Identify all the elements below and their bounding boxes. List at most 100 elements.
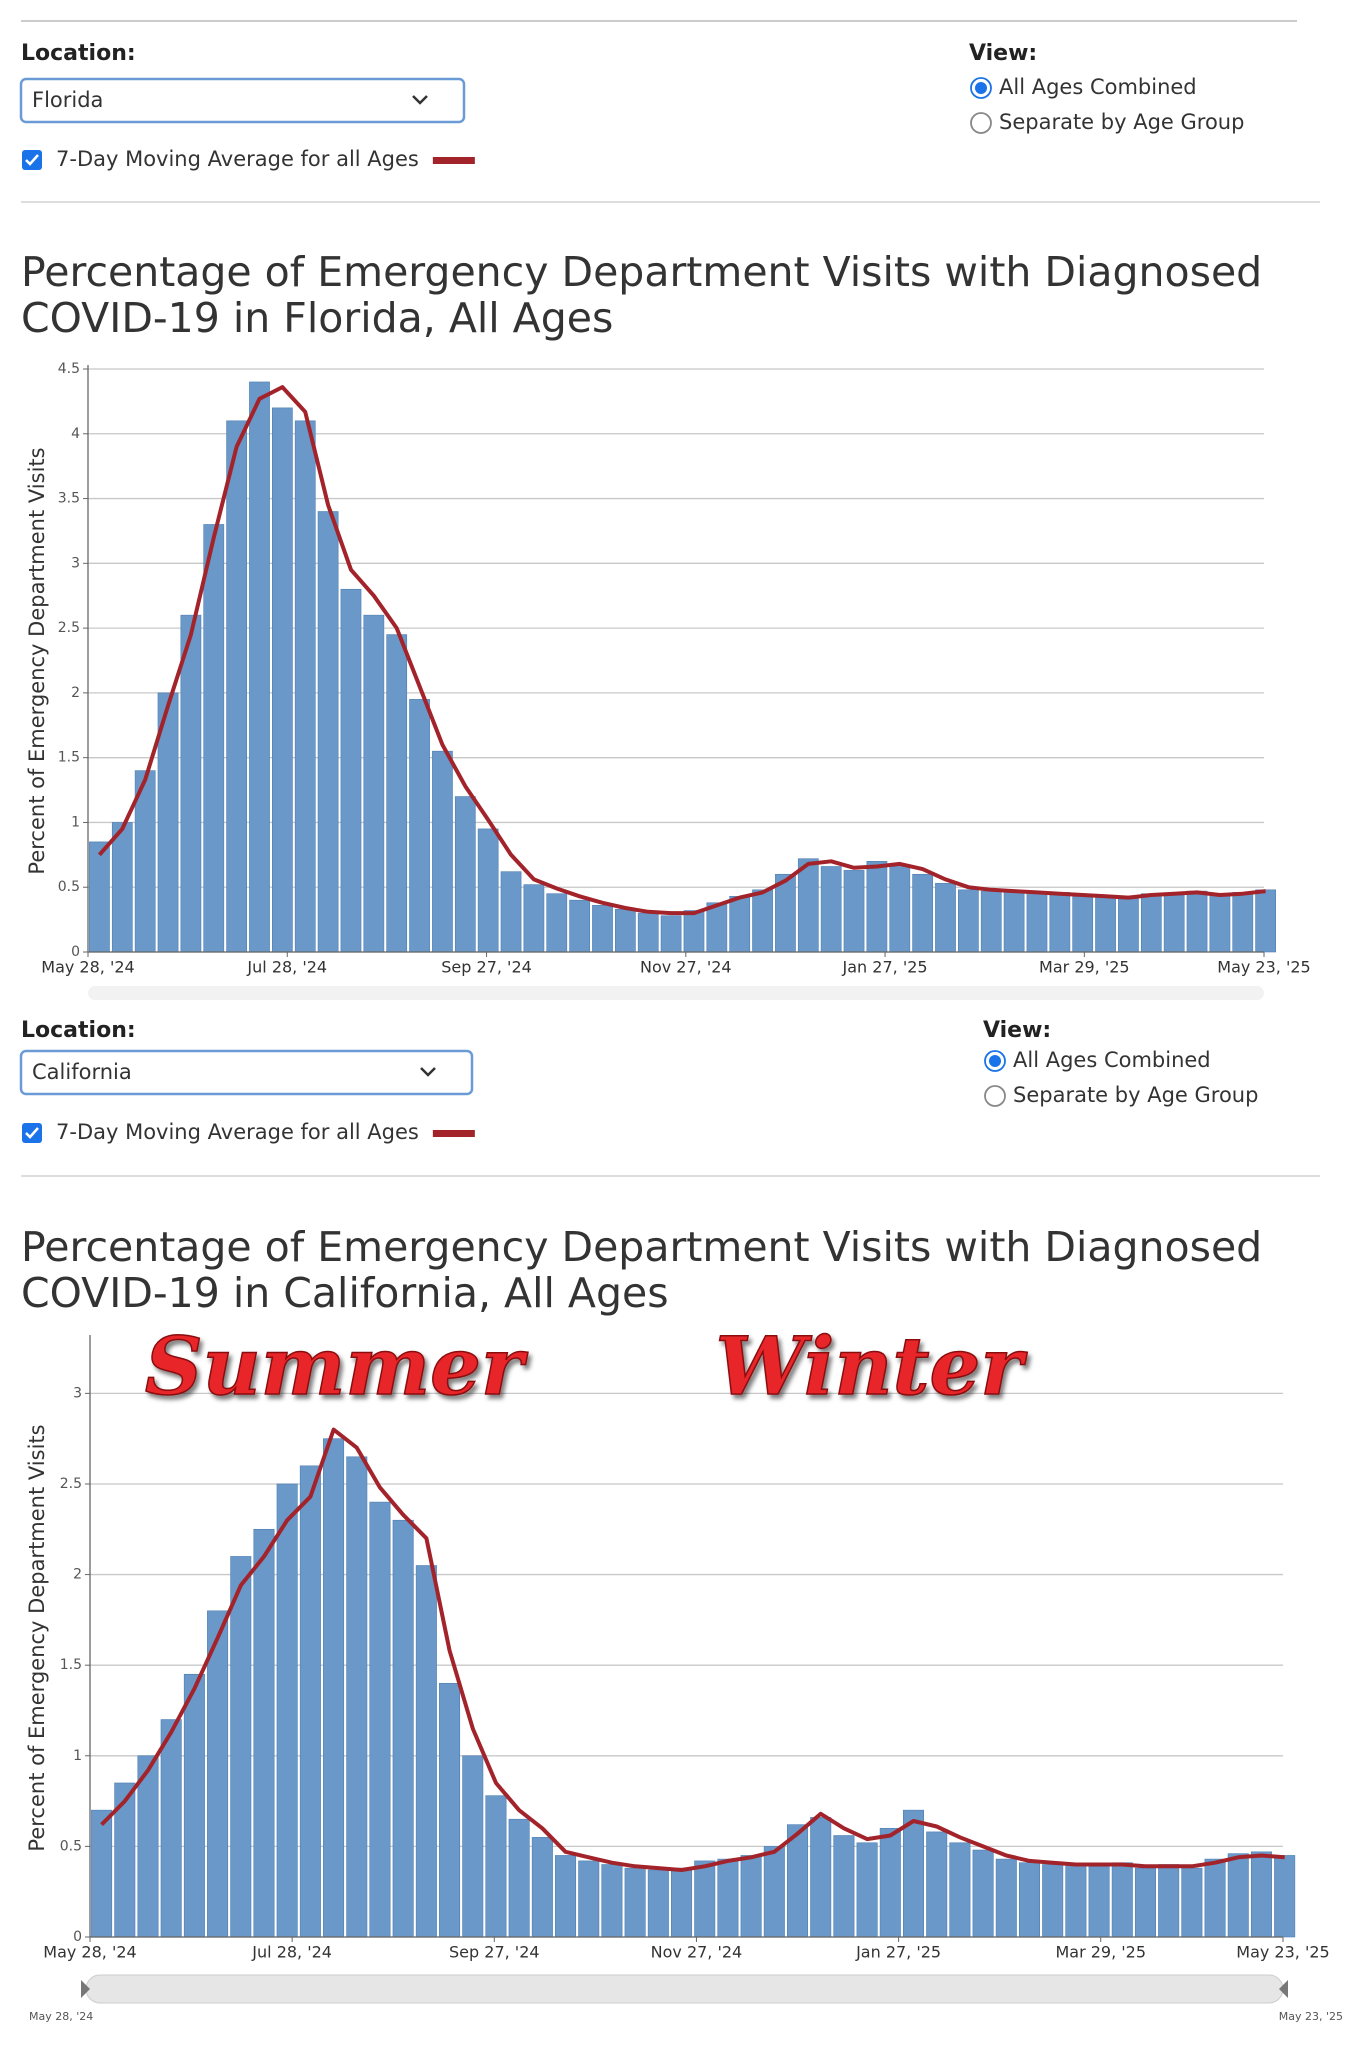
bar xyxy=(683,910,705,953)
bar xyxy=(866,861,888,953)
bar xyxy=(180,614,202,953)
bar xyxy=(1186,890,1208,953)
bar xyxy=(797,858,819,953)
bar xyxy=(1227,1853,1249,1938)
bar xyxy=(226,420,247,953)
bar xyxy=(820,866,842,953)
y-axis-title: Percent of Emergency Department Visits xyxy=(25,1424,49,1851)
y-tick-label: 4 xyxy=(71,426,80,442)
bar xyxy=(958,889,979,953)
bar xyxy=(912,873,933,953)
bar xyxy=(203,524,225,953)
control-panel: Location: View: Florida 7-Day Moving Averag… xyxy=(19,20,1320,203)
bar xyxy=(810,1817,832,1938)
bar xyxy=(272,407,293,953)
chart-title: COVID-19 in California, All Ages xyxy=(21,1269,669,1317)
bar xyxy=(615,908,636,953)
bar xyxy=(294,420,316,953)
moving-average-line xyxy=(97,385,1266,916)
bar xyxy=(386,634,408,953)
bar xyxy=(671,1867,693,1938)
bar xyxy=(1003,892,1025,953)
radio-label: Separate by Age Group xyxy=(999,110,1244,134)
location-label: Location: xyxy=(21,41,136,66)
y-tick-label: 1.5 xyxy=(58,750,80,766)
bar xyxy=(980,890,1002,953)
location-label: Location: xyxy=(21,1018,136,1043)
bar xyxy=(531,1837,553,1938)
bar xyxy=(1232,892,1254,953)
location-select[interactable] xyxy=(19,77,466,124)
slider-handle[interactable] xyxy=(1279,1980,1288,1998)
bar xyxy=(160,1719,182,1938)
y-tick-label: 1 xyxy=(73,1748,82,1764)
bar xyxy=(1088,1866,1110,1938)
bar xyxy=(508,1818,530,1938)
view-label: View: xyxy=(969,41,1037,66)
bar xyxy=(706,902,728,953)
bar xyxy=(1274,1855,1296,1938)
bar xyxy=(432,750,453,953)
bar xyxy=(1049,892,1071,953)
range-slider[interactable] xyxy=(85,1974,1284,2004)
x-tick-label: Nov 27, '24 xyxy=(651,1943,743,1962)
bar xyxy=(369,1501,391,1938)
slider-handle[interactable] xyxy=(81,1980,90,1998)
bar xyxy=(91,1809,113,1938)
x-tick-label: Mar 29, '25 xyxy=(1039,958,1130,977)
bar xyxy=(363,614,385,953)
y-tick-label: 0.5 xyxy=(58,879,80,895)
bar xyxy=(249,381,270,953)
bar xyxy=(660,915,682,953)
location-value: Florida xyxy=(32,88,103,112)
y-tick-label: 1 xyxy=(71,814,80,830)
bar xyxy=(694,1860,716,1938)
bar xyxy=(717,1858,739,1938)
x-tick-label: May 28, '24 xyxy=(43,1943,136,1962)
bar xyxy=(647,1869,669,1938)
bar xyxy=(323,1438,345,1938)
bar xyxy=(1204,1858,1226,1938)
bar xyxy=(902,1809,925,1938)
bar xyxy=(601,1864,623,1938)
bar xyxy=(752,889,773,953)
radio[interactable] xyxy=(970,112,992,134)
bar xyxy=(183,1673,205,1938)
radio-label: All Ages Combined xyxy=(1013,1048,1211,1072)
y-tick-label: 3.5 xyxy=(58,491,80,507)
x-tick-label: Sep 27, '24 xyxy=(449,1943,540,1962)
y-tick-label: 0 xyxy=(73,1929,82,1945)
bar xyxy=(592,905,613,953)
y-tick-label: 3 xyxy=(73,1385,82,1401)
y-axis-title: Percent of Emergency Department Visits xyxy=(25,447,49,874)
bar xyxy=(299,1465,321,1938)
bar xyxy=(317,511,339,953)
check xyxy=(25,154,39,166)
bar xyxy=(439,1683,461,1938)
bar xyxy=(843,870,865,953)
location-select[interactable] xyxy=(19,1049,474,1096)
bar xyxy=(889,866,911,953)
bar xyxy=(578,1860,600,1938)
bar xyxy=(740,1855,762,1938)
check xyxy=(25,1127,39,1139)
control-panel: Location: View: California 7-Day Moving Ave… xyxy=(19,1018,1320,1177)
y-tick-label: 2 xyxy=(71,685,80,701)
x-tick-label: Jul 28, '24 xyxy=(246,958,327,977)
labels: Location: View: xyxy=(21,41,1037,66)
bar xyxy=(207,1610,229,1938)
bar xyxy=(1095,897,1116,953)
bar xyxy=(1026,893,1048,953)
labels: Location: View: xyxy=(21,1018,1051,1043)
x-tick-label: Jan 27, '25 xyxy=(855,1943,941,1962)
y-tick-label: 4.5 xyxy=(58,361,80,377)
y-tick-label: 1.5 xyxy=(60,1657,82,1673)
bar xyxy=(833,1835,855,1938)
bar xyxy=(477,828,499,953)
bar xyxy=(253,1528,275,1938)
bar xyxy=(1181,1867,1203,1938)
y-tick-label: 2.5 xyxy=(58,620,80,636)
bar xyxy=(415,1565,437,1938)
bar xyxy=(276,1483,298,1938)
radio[interactable] xyxy=(984,1085,1006,1107)
